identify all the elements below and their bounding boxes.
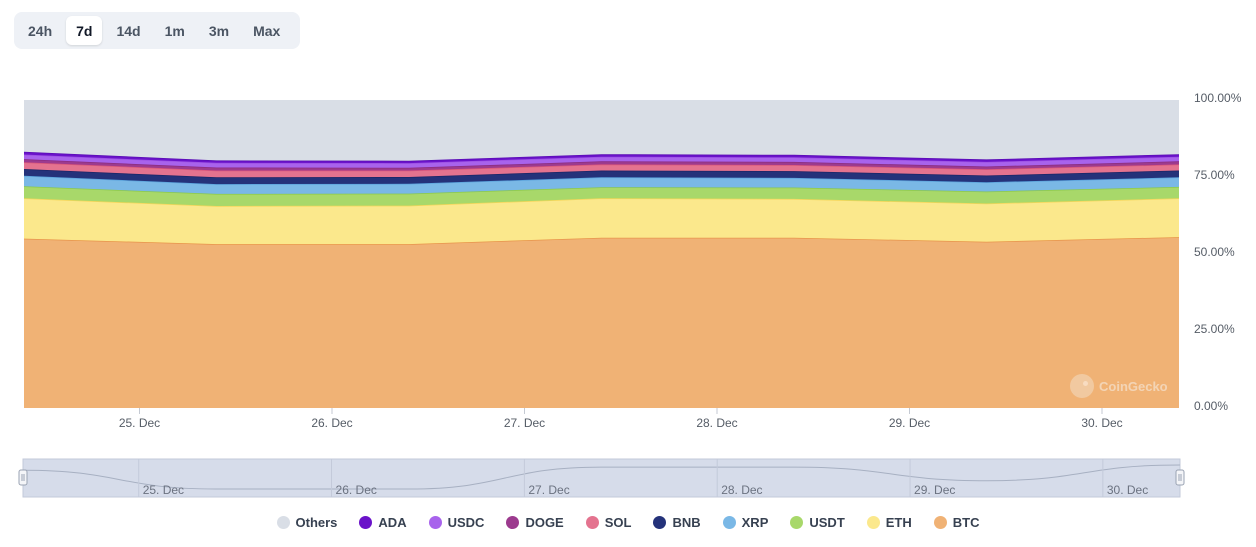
navigator-preview-line — [22, 464, 1181, 490]
legend-item-doge[interactable]: DOGE — [506, 514, 564, 530]
range-navigator[interactable]: 25. Dec 26. Dec 27. Dec 28. Dec 29. Dec 30. D… — [18, 458, 1185, 498]
range-option-14d[interactable]: 14d — [116, 22, 141, 39]
y-tick-label: 0.00% — [1194, 399, 1228, 413]
legend-item-btc[interactable]: BTC — [933, 514, 980, 530]
legend-label: BNB — [672, 514, 701, 530]
x-tick-label: 28. Dec — [696, 416, 737, 430]
legend-label: USDT — [809, 514, 845, 530]
coingecko-logo-icon — [1070, 374, 1094, 398]
legend-dot-icon — [790, 515, 804, 529]
y-tick-label: 25.00% — [1194, 322, 1235, 336]
legend-dot-icon — [428, 515, 442, 529]
legend-item-xrp[interactable]: XRP — [722, 514, 769, 530]
legend-dot-icon — [359, 515, 373, 529]
y-tick-label: 50.00% — [1194, 245, 1235, 259]
navigator-tick-label: 26. Dec — [336, 483, 377, 497]
time-range-selector: 24h 7d 14d 1m 3m Max — [14, 12, 300, 49]
legend-label: DOGE — [525, 514, 564, 530]
legend-dot-icon — [276, 515, 290, 529]
legend-dot-icon — [866, 515, 880, 529]
legend-label: BTC — [952, 514, 980, 530]
range-option-3m[interactable]: 3m — [208, 22, 230, 39]
x-tick-label: 30. Dec — [1081, 416, 1122, 430]
navigator-tick-label: 27. Dec — [528, 483, 569, 497]
area-btc — [24, 237, 1179, 408]
legend-item-usdt[interactable]: USDT — [790, 514, 845, 530]
legend-item-eth[interactable]: ETH — [866, 514, 912, 530]
legend-label: ETH — [885, 514, 912, 530]
range-option-24h[interactable]: 24h — [28, 22, 53, 39]
legend-dot-icon — [506, 515, 520, 529]
navigator-right-handle[interactable] — [1175, 469, 1185, 486]
legend-label: ADA — [378, 514, 407, 530]
legend-label: XRP — [741, 514, 769, 530]
navigator-tick-label: 30. Dec — [1107, 483, 1148, 497]
area-layers — [23, 100, 1180, 408]
legend-dot-icon — [585, 515, 599, 529]
y-tick-label: 100.00% — [1194, 91, 1242, 105]
navigator-tick-label: 29. Dec — [914, 483, 955, 497]
area-eth — [24, 198, 1179, 245]
x-tick-label: 26. Dec — [311, 416, 352, 430]
legend-item-bnb[interactable]: BNB — [653, 514, 701, 530]
legend-label: SOL — [604, 514, 632, 530]
legend-item-sol[interactable]: SOL — [585, 514, 632, 530]
x-tick-label: 27. Dec — [504, 416, 545, 430]
legend-item-ada[interactable]: ADA — [359, 514, 407, 530]
area-usdc — [24, 154, 1179, 168]
range-option-1m[interactable]: 1m — [164, 22, 185, 39]
legend-dot-icon — [653, 515, 667, 529]
navigator-tick-label: 25. Dec — [143, 483, 184, 497]
area-sol — [24, 162, 1179, 178]
legend-dot-icon — [722, 515, 736, 529]
coingecko-watermark: CoinGecko — [1070, 374, 1168, 398]
y-tick-label: 75.00% — [1194, 168, 1235, 182]
legend-label: USDC — [447, 514, 485, 530]
area-usdt — [24, 186, 1179, 206]
chart-legend: Others ADA USDC DOGE SOL BNB XRP USDT ETH BTC — [0, 512, 1256, 532]
legend-item-others[interactable]: Others — [276, 514, 338, 530]
legend-dot-icon — [933, 515, 947, 529]
navigator-tick-label: 28. Dec — [721, 483, 762, 497]
x-tick-label: 29. Dec — [889, 416, 930, 430]
range-option-7d[interactable]: 7d — [66, 16, 103, 45]
legend-item-usdc[interactable]: USDC — [428, 514, 485, 530]
area-bnb — [24, 169, 1179, 185]
range-option-max[interactable]: Max — [253, 22, 281, 39]
x-tick-label: 25. Dec — [119, 416, 160, 430]
navigator-window[interactable] — [22, 458, 1181, 498]
area-others — [24, 100, 1179, 161]
navigator-left-handle[interactable] — [18, 469, 28, 486]
legend-label: Others — [295, 514, 338, 530]
watermark-text: CoinGecko — [1099, 378, 1168, 394]
